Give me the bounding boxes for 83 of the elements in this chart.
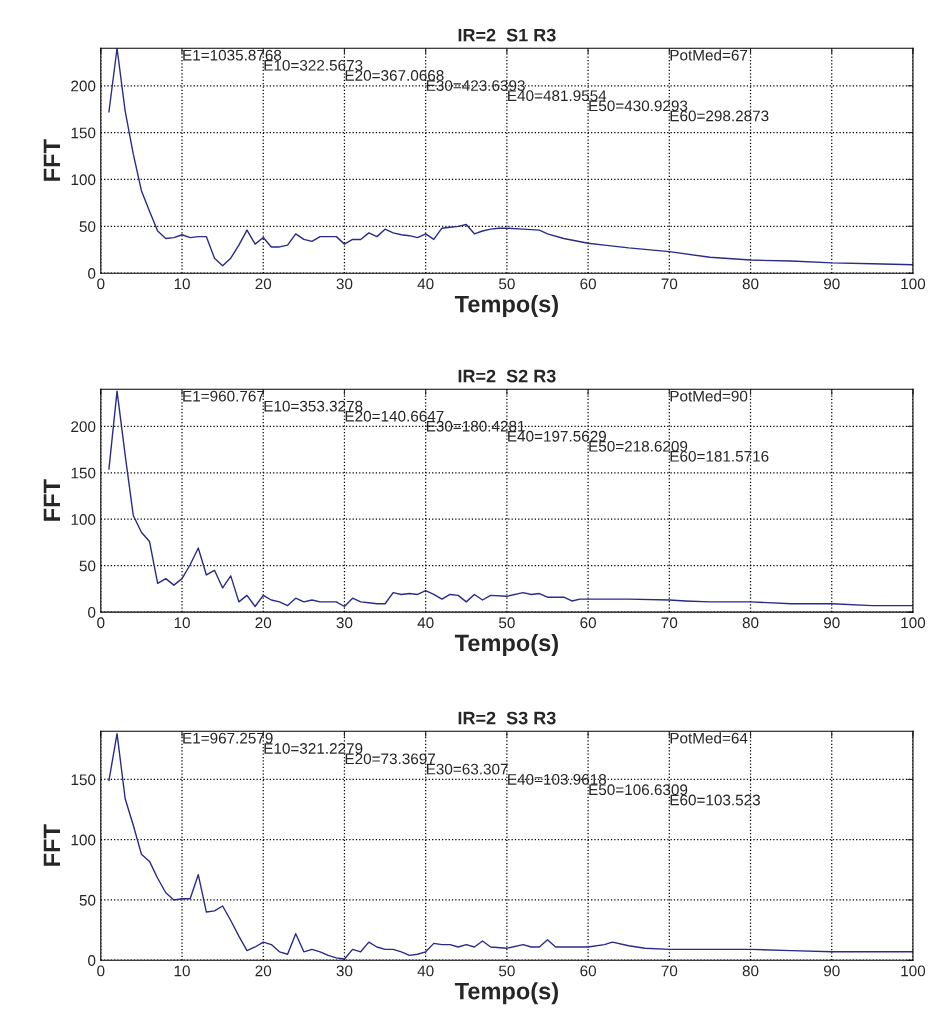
annotation: E50=106.6309 <box>589 784 688 796</box>
y-axis-title: FFT <box>43 479 60 521</box>
y-tick-label: 50 <box>79 894 96 906</box>
x-tick-label: 60 <box>580 965 596 977</box>
y-tick-label: 150 <box>71 467 96 479</box>
y-tick-label: 0 <box>88 268 96 279</box>
x-tick-label: 10 <box>174 965 190 977</box>
x-tick-label: 50 <box>499 278 515 290</box>
x-tick-label: 80 <box>742 965 759 977</box>
x-tick-label: 100 <box>901 278 926 290</box>
annotation: PotMed=67 <box>670 49 748 61</box>
x-tick-label: 100 <box>901 617 926 629</box>
x-tick-label: 40 <box>417 617 434 629</box>
annotation: E10=322.5673 <box>264 59 363 71</box>
x-tick-label: 90 <box>823 617 840 629</box>
x-tick-label: 20 <box>255 965 272 977</box>
x-tick-label: 60 <box>580 617 596 629</box>
x-tick-label: 70 <box>661 617 678 629</box>
annotation: E50=430.9293 <box>589 100 688 112</box>
y-tick-label: 200 <box>71 421 96 433</box>
x-tick-label: 0 <box>97 278 105 290</box>
x-axis-title: Tempo(s) <box>454 982 558 1005</box>
chart-title: IR=2 S1 R3 <box>458 28 556 42</box>
y-axis-title: FFT <box>43 824 60 866</box>
annotation: E1=967.2579 <box>183 732 273 744</box>
annotation: E1=1035.8768 <box>183 49 282 61</box>
chart-title: IR=2 S2 R3 <box>458 369 556 383</box>
line-series <box>108 390 913 608</box>
annotation: E60=298.2873 <box>670 110 769 122</box>
x-tick-label: 20 <box>255 278 272 290</box>
x-tick-label: 40 <box>417 965 434 977</box>
annotation: E40=481.9554 <box>508 90 607 102</box>
y-tick-label: 150 <box>71 127 96 139</box>
x-tick-label: 90 <box>823 278 840 290</box>
annotation: E20=140.6647 <box>345 410 444 422</box>
y-tick-label: 100 <box>71 834 96 846</box>
annotation: E30=63.307 <box>426 763 508 775</box>
annotation: E10=321.2279 <box>264 743 363 754</box>
x-tick-label: 50 <box>499 965 515 977</box>
x-tick-label: 0 <box>97 617 105 629</box>
y-tick-label: 200 <box>71 80 96 92</box>
annotation: PotMed=64 <box>670 732 748 744</box>
annotation: E50=218.6209 <box>589 440 688 452</box>
x-tick-label: 50 <box>499 617 515 629</box>
x-tick-label: 70 <box>661 278 678 290</box>
x-tick-label: 30 <box>336 965 353 977</box>
y-tick-label: 0 <box>88 955 96 966</box>
annotation: E20=73.3697 <box>345 753 436 765</box>
line-series <box>108 732 913 960</box>
x-tick-label: 90 <box>823 965 840 977</box>
x-axis-title: Tempo(s) <box>454 295 558 318</box>
y-axis-title: FFT <box>43 139 60 181</box>
annotation: PotMed=90 <box>670 390 748 402</box>
x-tick-label: 80 <box>742 617 759 629</box>
annotation: E60=103.523 <box>670 794 760 806</box>
annotation: E20=367.0668 <box>345 70 444 81</box>
annotation: E30=423.6393 <box>426 80 525 91</box>
y-tick-label: 150 <box>71 774 96 786</box>
x-tick-label: 30 <box>336 278 353 290</box>
x-tick-label: 20 <box>255 617 272 629</box>
y-tick-label: 0 <box>88 606 96 618</box>
x-tick-label: 40 <box>417 278 434 290</box>
annotation: E30=180.4281 <box>426 420 525 432</box>
y-tick-label: 50 <box>79 560 96 572</box>
x-tick-label: 0 <box>97 965 105 977</box>
annotation: E40=197.5629 <box>508 430 606 442</box>
x-tick-label: 30 <box>336 617 353 629</box>
line-series <box>108 48 913 267</box>
x-tick-label: 100 <box>901 965 926 977</box>
annotation: E1=960.767 <box>183 390 265 402</box>
x-tick-label: 60 <box>580 278 596 290</box>
annotation: E10=353.3278 <box>264 400 363 412</box>
annotation: E60=181.5716 <box>670 450 769 462</box>
chart-title: IR=2 S3 R3 <box>458 711 556 725</box>
y-tick-label: 100 <box>71 514 96 525</box>
y-tick-label: 100 <box>71 174 96 186</box>
x-tick-label: 70 <box>661 965 678 977</box>
x-tick-label: 80 <box>742 278 759 290</box>
x-tick-label: 10 <box>174 278 190 290</box>
x-axis-title: Tempo(s) <box>454 633 558 656</box>
annotation: E40=103.9618 <box>508 774 607 785</box>
x-tick-label: 10 <box>174 617 190 629</box>
y-tick-label: 50 <box>79 221 96 233</box>
